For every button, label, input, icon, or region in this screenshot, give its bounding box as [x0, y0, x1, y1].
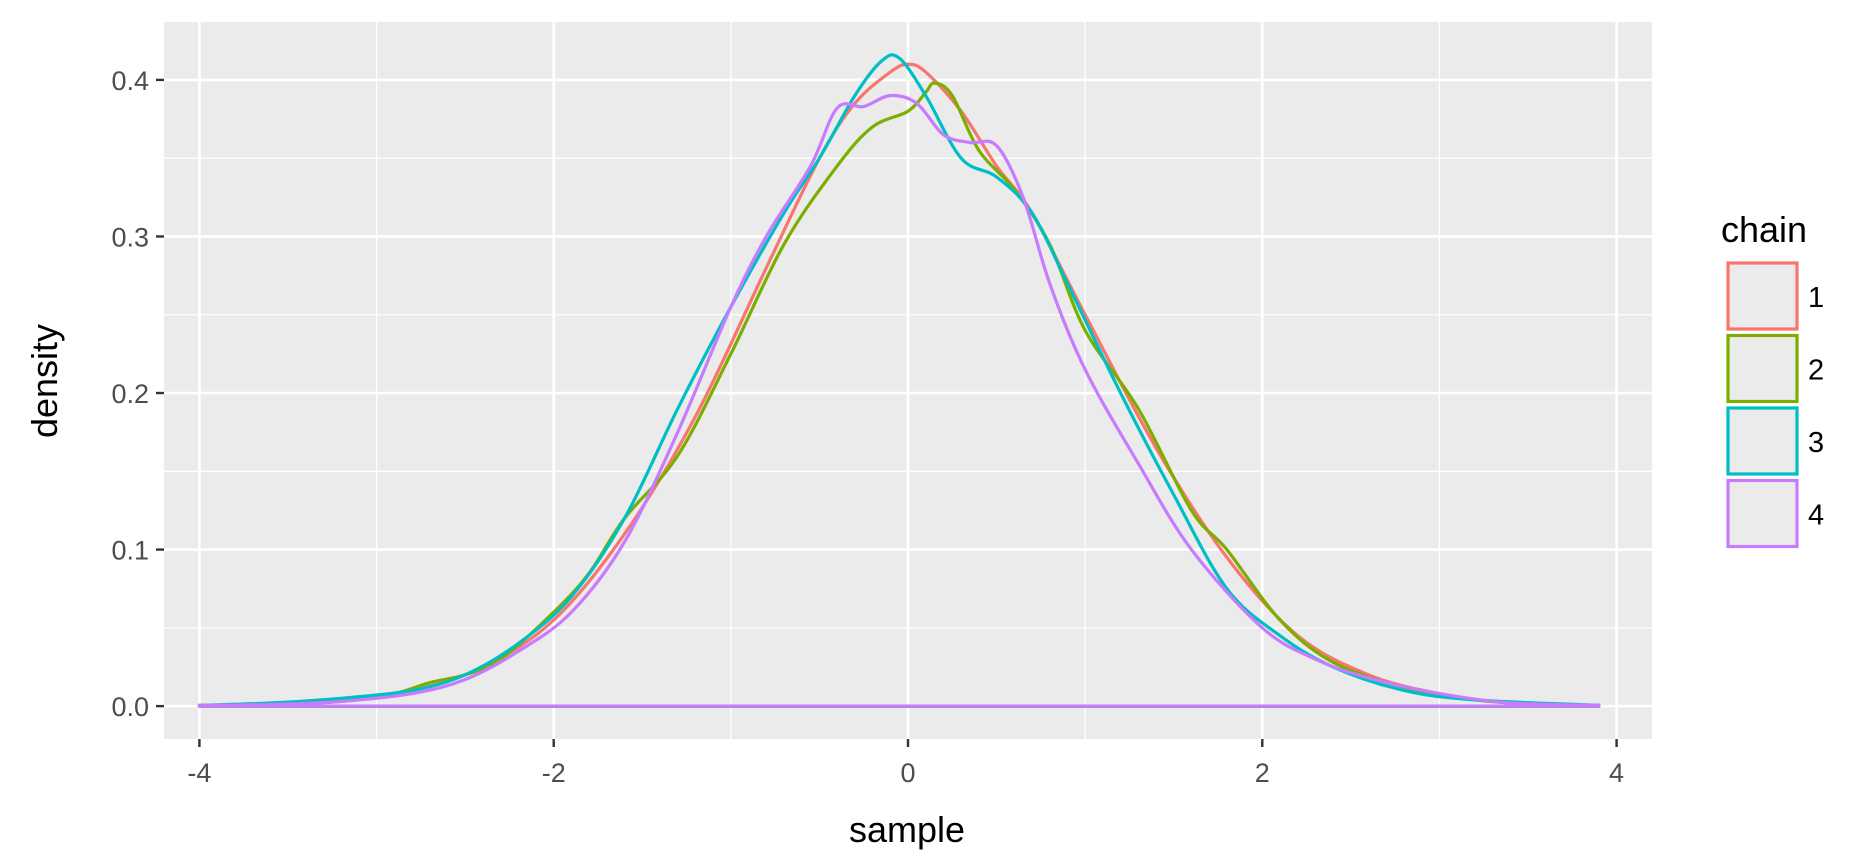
legend: chain 1 2 3 4	[1721, 209, 1824, 549]
legend-label-4: 4	[1808, 500, 1824, 532]
y-tick-label: 0.0	[111, 692, 149, 722]
x-tick-label: 0	[900, 758, 915, 788]
y-axis: 0.0 0.1 0.2 0.3 0.4	[111, 66, 164, 722]
x-tick-label: -4	[187, 758, 211, 788]
x-tick-label: 4	[1609, 758, 1624, 788]
y-tick-label: 0.3	[111, 222, 149, 252]
y-tick-label: 0.4	[111, 66, 149, 96]
series-line-3	[197, 53, 1601, 708]
legend-title: chain	[1721, 209, 1807, 250]
series-line-4	[197, 93, 1601, 708]
y-tick-label: 0.2	[111, 379, 149, 409]
legend-label-1: 1	[1808, 282, 1824, 314]
legend-key-4	[1726, 478, 1799, 549]
x-tick-label: -2	[542, 758, 566, 788]
series-line-2	[197, 81, 1601, 708]
y-axis-title: density	[24, 324, 65, 438]
x-axis: -4 -2 0 2 4	[187, 739, 1624, 788]
legend-key-3	[1726, 406, 1799, 476]
legend-label-3: 3	[1808, 427, 1824, 459]
series-lines	[197, 53, 1601, 708]
legend-key-1	[1726, 261, 1799, 331]
y-tick-label: 0.1	[111, 536, 149, 566]
legend-label-2: 2	[1808, 355, 1824, 387]
x-axis-title: sample	[849, 809, 965, 850]
legend-key-2	[1726, 333, 1799, 404]
x-tick-label: 2	[1255, 758, 1270, 788]
